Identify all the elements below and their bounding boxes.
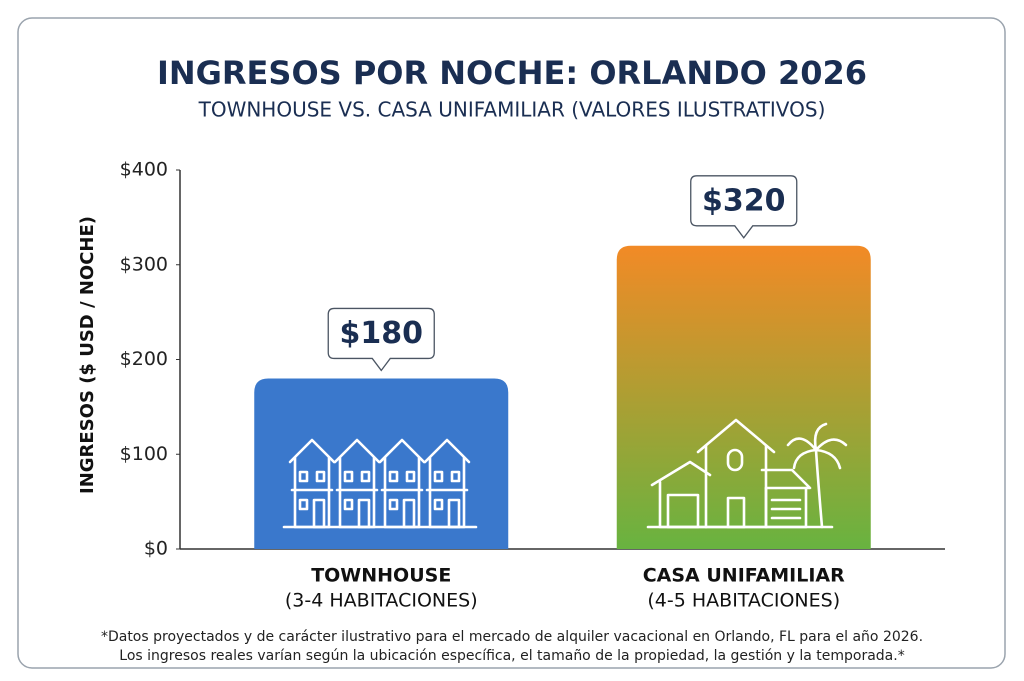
value-label: $180 (340, 316, 424, 351)
x-tick-sublabel: (3-4 HABITACIONES) (285, 590, 478, 612)
icon-line (405, 470, 416, 483)
icon-line (388, 470, 399, 483)
y-tick-label: $300 (120, 253, 168, 275)
icon-line (786, 422, 848, 470)
icon-line (650, 460, 712, 487)
bar-icon (282, 438, 478, 529)
y-tick-label: $100 (120, 443, 168, 465)
x-tick-label: TOWNHOUSE (311, 565, 451, 587)
icon-line (378, 438, 426, 464)
icon-line (343, 470, 354, 483)
y-tick-label: $200 (120, 348, 168, 370)
icon-line (343, 498, 354, 511)
icon-line (298, 470, 309, 483)
icon-line (450, 470, 461, 483)
icon-line (333, 438, 381, 464)
icon-line (726, 448, 744, 472)
callout (327, 307, 435, 372)
x-tick-sublabel: (4-5 HABITACIONES) (647, 590, 840, 612)
icon-line (433, 470, 444, 483)
chart-subtitle: TOWNHOUSE VS. CASA UNIFAMILIAR (VALORES … (198, 98, 826, 122)
y-tick-label: $0 (144, 538, 168, 560)
icon-line (388, 498, 399, 511)
bar (616, 245, 871, 550)
bar-icon (646, 418, 848, 529)
icon-line (696, 418, 776, 454)
icon-line (423, 438, 471, 464)
value-label: $320 (702, 183, 786, 218)
footnote: Los ingresos reales varían según la ubic… (119, 648, 904, 664)
icon-line (315, 470, 326, 483)
icon-line (298, 498, 309, 511)
x-tick-label: CASA UNIFAMILIAR (643, 565, 845, 587)
y-axis-label: INGRESOS ($ USD / NOCHE) (77, 216, 98, 494)
icon-line (288, 438, 336, 464)
y-tick-label: $400 (120, 159, 168, 181)
callout (690, 175, 798, 239)
icon-line (814, 448, 824, 529)
icon-line (360, 470, 371, 483)
footnote: *Datos proyectados y de carácter ilustra… (101, 629, 923, 645)
chart-title: INGRESOS POR NOCHE: ORLANDO 2026 (157, 54, 867, 92)
bar (254, 378, 509, 549)
icon-line (433, 498, 444, 511)
icon-line (760, 468, 812, 490)
